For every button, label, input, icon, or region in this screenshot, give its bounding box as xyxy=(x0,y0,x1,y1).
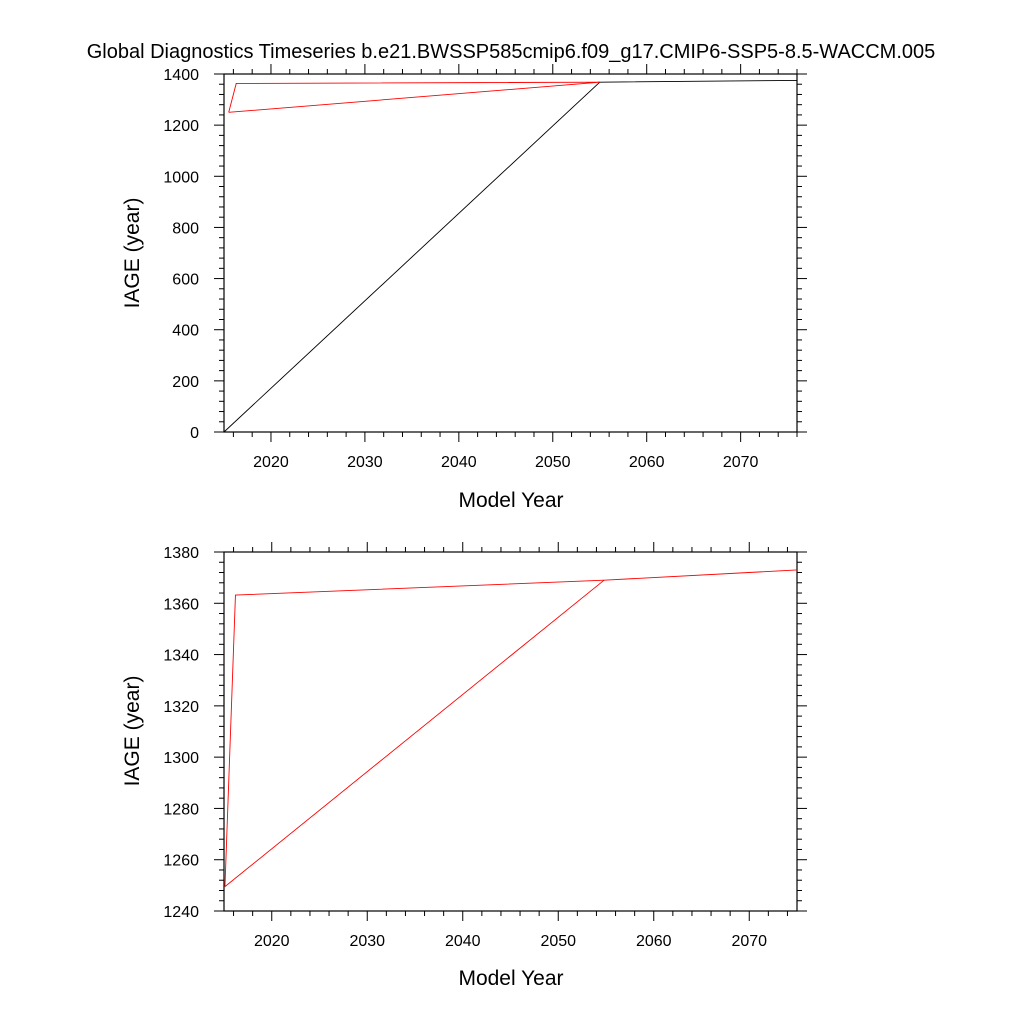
bottom-x-axis-label: Model Year xyxy=(458,967,563,990)
y-tick-label: 1320 xyxy=(163,699,199,716)
top-plot-frame xyxy=(223,73,798,433)
x-tick-label: 2060 xyxy=(636,933,672,950)
top-y-ticks: 0 200 400 600 800 1000 1200 1400 xyxy=(163,67,807,442)
y-tick-label: 1240 xyxy=(163,904,199,921)
bottom-x-ticks: 2020 2030 2040 2050 2060 2070 xyxy=(233,542,788,950)
y-tick-label: 1000 xyxy=(163,169,199,186)
x-tick-label: 2030 xyxy=(349,933,385,950)
y-tick-label: 1260 xyxy=(163,853,199,870)
x-tick-label: 2030 xyxy=(347,454,383,471)
y-tick-label: 1400 xyxy=(163,67,199,84)
bottom-panel: 1240 1260 1280 1300 1320 1340 1360 1380 2020 203… xyxy=(121,542,807,990)
series-line-1 xyxy=(223,79,798,433)
y-tick-label: 1340 xyxy=(163,648,199,665)
chart-title: Global Diagnostics Timeseries b.e21.BWSS… xyxy=(87,41,936,63)
x-tick-label: 2050 xyxy=(540,933,576,950)
y-tick-label: 1280 xyxy=(163,801,199,818)
x-tick-label: 2020 xyxy=(253,454,289,471)
y-tick-label: 0 xyxy=(190,425,199,442)
y-tick-label: 1200 xyxy=(163,118,199,135)
x-tick-label: 2040 xyxy=(445,933,481,950)
bottom-plot-frame xyxy=(223,551,798,912)
y-tick-label: 800 xyxy=(172,220,199,237)
top-lines xyxy=(223,79,798,433)
series-line-2 xyxy=(228,81,600,113)
series-line-1 xyxy=(224,569,798,887)
top-x-ticks: 2020 2030 2040 2050 2060 2070 xyxy=(232,64,798,471)
x-tick-label: 2070 xyxy=(731,933,767,950)
y-tick-label: 200 xyxy=(172,374,199,391)
top-x-axis-label: Model Year xyxy=(458,489,563,512)
x-tick-label: 2050 xyxy=(535,454,571,471)
y-tick-label: 1300 xyxy=(163,750,199,767)
x-tick-label: 2040 xyxy=(441,454,477,471)
bottom-y-axis-label: IAGE (year) xyxy=(121,676,144,787)
y-tick-label: 1360 xyxy=(163,596,199,613)
y-tick-label: 600 xyxy=(172,272,199,289)
y-tick-label: 1380 xyxy=(163,545,199,562)
top-y-axis-label: IAGE (year) xyxy=(121,198,144,309)
series-line-2 xyxy=(224,579,605,887)
bottom-y-ticks: 1240 1260 1280 1300 1320 1340 1360 1380 xyxy=(163,545,807,921)
x-tick-label: 2020 xyxy=(254,933,290,950)
x-tick-label: 2060 xyxy=(629,454,665,471)
bottom-lines xyxy=(224,569,798,887)
x-tick-label: 2070 xyxy=(723,454,759,471)
y-tick-label: 400 xyxy=(172,323,199,340)
